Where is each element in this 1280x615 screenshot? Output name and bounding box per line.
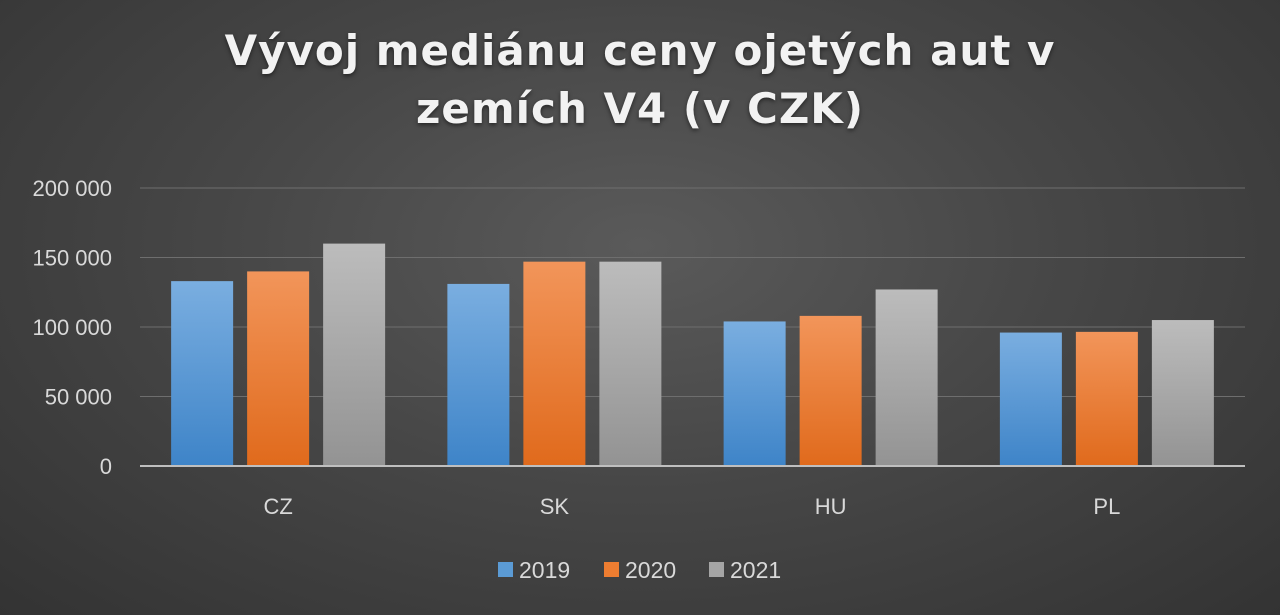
legend-swatch-2020 (604, 562, 619, 577)
y-axis: 0 50 000 100 000 150 000 200 000 (32, 176, 112, 479)
legend: 2019 2020 2021 (498, 557, 781, 583)
legend-label-2019: 2019 (519, 557, 570, 583)
bars (171, 243, 1214, 466)
chart-title-line-2: zemích V4 (v CZK) (415, 84, 865, 133)
x-category-label: SK (540, 494, 570, 519)
x-category-label: CZ (263, 494, 292, 519)
y-tick-label: 50 000 (45, 385, 112, 410)
y-tick-label: 0 (100, 454, 112, 479)
x-category-label: HU (815, 494, 847, 519)
chart-title: Vývoj mediánu ceny ojetých aut v zemích … (0, 22, 1280, 138)
y-tick-label: 200 000 (32, 176, 112, 201)
bar-sk-2021 (599, 261, 662, 466)
bar-hu-2021 (875, 289, 938, 466)
bar-cz-2020 (247, 271, 310, 466)
bar-cz-2021 (323, 243, 386, 466)
bar-sk-2019 (447, 283, 510, 466)
y-tick-label: 150 000 (32, 246, 112, 271)
bar-pl-2020 (1075, 331, 1138, 466)
legend-label-2021: 2021 (730, 557, 781, 583)
bar-hu-2020 (799, 315, 862, 466)
bar-sk-2020 (523, 261, 586, 466)
legend-swatch-2021 (709, 562, 724, 577)
x-axis: CZ SK HU PL (140, 465, 1245, 519)
bar-hu-2019 (723, 321, 786, 466)
bar-pl-2021 (1151, 320, 1214, 466)
y-tick-label: 100 000 (32, 315, 112, 340)
x-category-label: PL (1093, 494, 1120, 519)
bar-cz-2019 (171, 281, 234, 466)
legend-label-2020: 2020 (625, 557, 676, 583)
legend-swatch-2019 (498, 562, 513, 577)
chart-title-line-1: Vývoj mediánu ceny ojetých aut v (224, 26, 1056, 75)
bar-pl-2019 (999, 332, 1062, 466)
